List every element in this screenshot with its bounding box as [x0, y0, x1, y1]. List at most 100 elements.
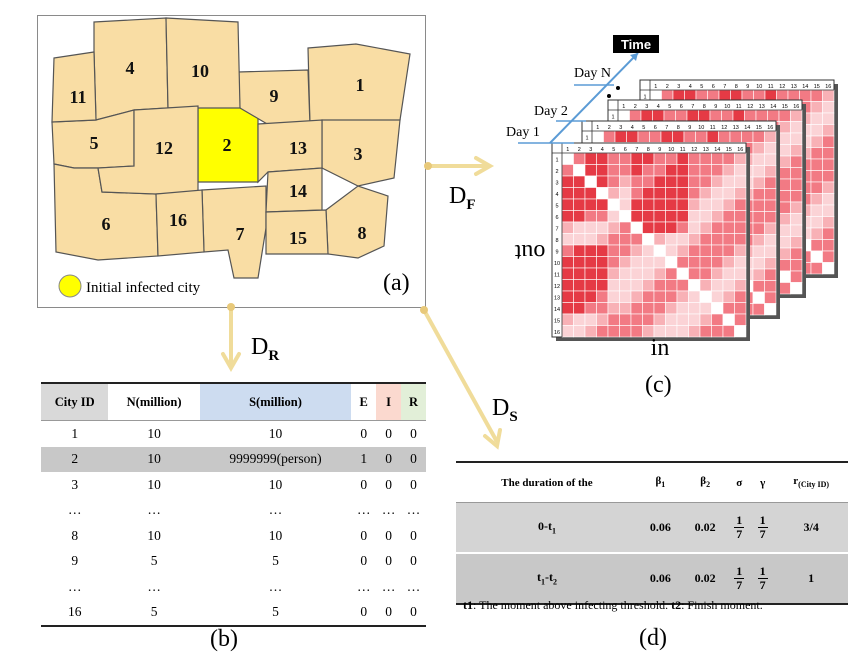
svg-text:2: 2 [578, 147, 581, 153]
svg-text:10: 10 [698, 125, 704, 131]
table-cell: 0 [410, 553, 417, 569]
svg-text:14: 14 [714, 147, 720, 153]
svg-text:3: 3 [555, 181, 558, 187]
city-label-3: 3 [354, 144, 363, 164]
table-b-header: City ID [41, 382, 109, 421]
city-initial-state-table: City ID N(million) S(million) E I R 1 10 10 0 0 0 2… [41, 382, 426, 627]
table-cell: 10 [147, 476, 161, 492]
table-cell: 10 [147, 425, 161, 441]
svg-text:8: 8 [677, 125, 680, 131]
svg-text:2: 2 [608, 125, 611, 131]
svg-text:1: 1 [596, 125, 599, 131]
table-cell: … [356, 578, 371, 594]
table-cell: … [67, 502, 82, 518]
svg-text:2: 2 [634, 104, 637, 110]
table-row: 9 5 5 0 0 0 [41, 549, 426, 575]
table-cell: 10 [268, 476, 283, 492]
svg-text:3: 3 [619, 125, 622, 131]
svg-text:4: 4 [657, 104, 660, 110]
table-cell: 5 [272, 553, 279, 569]
city-label-15: 15 [289, 228, 307, 248]
city-label-9: 9 [270, 86, 279, 106]
table-cell: 2 [41, 446, 109, 472]
svg-text:5: 5 [555, 204, 558, 210]
table-b-header: E [351, 382, 377, 421]
svg-text:8: 8 [647, 147, 650, 153]
panel-label-a: (a) [383, 270, 410, 296]
city-region-16 [155, 189, 205, 257]
table-cell: 0 [385, 425, 392, 441]
city-label-6: 6 [102, 214, 111, 234]
svg-text:15: 15 [782, 104, 788, 110]
svg-text:16: 16 [554, 330, 560, 336]
svg-text:12: 12 [721, 125, 727, 131]
svg-text:6: 6 [680, 104, 683, 110]
svg-text:8: 8 [735, 84, 738, 90]
svg-text:13: 13 [703, 147, 709, 153]
svg-text:7: 7 [691, 104, 694, 110]
table-row: 1 10 10 0 0 0 [41, 421, 426, 447]
table-b-header: R [401, 382, 426, 421]
table-cell: … [356, 502, 371, 518]
svg-text:6: 6 [712, 84, 715, 90]
svg-text:8: 8 [703, 104, 706, 110]
table-d-header: γ [750, 461, 775, 503]
table-cell: … [268, 502, 283, 518]
table-cell: 0 [385, 476, 392, 492]
map-panel: 1 2 3 4 5 6 7 8 9 10 11 12 13 14 15 16 Initial infected… [37, 15, 426, 308]
time-axis [549, 52, 639, 144]
table-d-header: The duration of the [456, 461, 638, 503]
svg-text:13: 13 [759, 104, 765, 110]
svg-text:3: 3 [677, 84, 680, 90]
table-footnote: t1: The moment above infecting threshold… [463, 598, 763, 612]
svg-text:3: 3 [589, 147, 592, 153]
table-d-header: β2 [682, 461, 728, 503]
svg-text:1: 1 [654, 84, 657, 90]
svg-text:11: 11 [680, 147, 686, 153]
table-cell: 0 [410, 476, 417, 492]
table-cell: 5 [108, 599, 200, 627]
svg-text:4: 4 [631, 125, 634, 131]
svg-text:1: 1 [555, 158, 558, 164]
arrow-ds-head [483, 428, 502, 450]
svg-text:14: 14 [802, 84, 808, 90]
city-label-4: 4 [126, 58, 135, 78]
table-cell: 0 [410, 527, 417, 543]
table-row: 16 5 5 0 0 0 [41, 599, 426, 627]
svg-text:7: 7 [555, 227, 558, 233]
svg-text:6: 6 [555, 215, 558, 221]
svg-text:14: 14 [770, 104, 776, 110]
city-label-7: 7 [236, 224, 245, 244]
axis-out-label: out [514, 239, 545, 265]
time-badge [613, 35, 659, 53]
svg-text:15: 15 [756, 125, 762, 131]
svg-text:9: 9 [714, 104, 717, 110]
svg-text:2: 2 [666, 84, 669, 90]
svg-text:16: 16 [825, 84, 831, 90]
panel-label-b: (b) [210, 626, 238, 652]
svg-text:9: 9 [688, 125, 691, 131]
table-cell: 0 [360, 527, 368, 543]
svg-text:12: 12 [691, 147, 697, 153]
table-cell: 0 [410, 425, 417, 441]
city-label-8: 8 [358, 223, 367, 243]
table-cell: 16 [41, 599, 109, 627]
city-region-7 [201, 185, 267, 279]
table-b-header: S(million) [199, 382, 352, 421]
svg-text:9: 9 [658, 147, 661, 153]
svg-text:1: 1 [611, 115, 614, 121]
panel-label-d: (d) [639, 625, 667, 651]
table-row: 8 10 10 0 0 0 [41, 523, 426, 549]
city-label-2: 2 [223, 135, 232, 155]
table-cell: 0 [376, 446, 402, 472]
day-1-label: Day 1 [506, 125, 540, 140]
day-2-label: Day 2 [534, 104, 568, 119]
axis-in-label: in [651, 335, 670, 361]
svg-text:1: 1 [622, 104, 625, 110]
svg-text:11: 11 [768, 84, 774, 90]
svg-text:16: 16 [737, 147, 743, 153]
svg-text:4: 4 [689, 84, 692, 90]
table-row: 2 10 9999999(person) 1 0 0 [41, 446, 426, 472]
dr-label: DR [251, 334, 280, 364]
